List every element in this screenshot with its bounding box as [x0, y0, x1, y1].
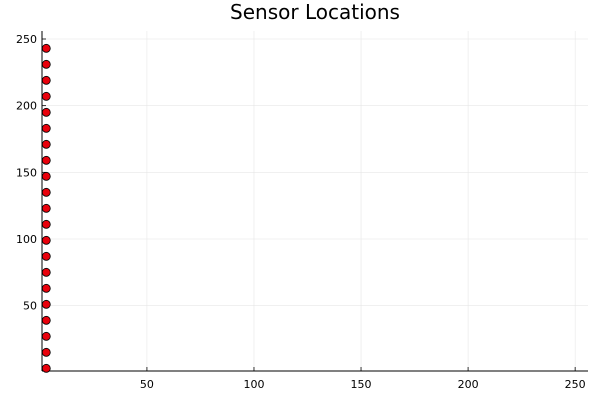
chart-title: Sensor Locations [230, 0, 400, 24]
x-tick-label-100: 100 [243, 378, 264, 391]
y-tick-label-250: 250 [16, 33, 37, 46]
data-point-0-10 [41, 203, 51, 213]
grid-lines [42, 31, 588, 371]
data-point-0-4 [41, 299, 51, 309]
data-point-0-12 [41, 171, 51, 181]
data-point-0-15 [41, 123, 51, 133]
x-tick-label-50: 50 [140, 378, 154, 391]
data-point-0-16 [41, 107, 51, 117]
x-tick-label-150: 150 [351, 378, 372, 391]
tick-labels: 50 100 150 200 250 50 100 150 200 250 [16, 33, 586, 391]
data-point-0-9 [41, 219, 51, 229]
y-tick-label-100: 100 [16, 233, 37, 246]
y-tick-label-50: 50 [23, 300, 37, 313]
data-point-0-8 [41, 235, 51, 245]
data-point-0-18 [41, 75, 51, 85]
data-point-0-19 [41, 59, 51, 69]
data-point-0-13 [41, 155, 51, 165]
axes [41, 31, 588, 372]
data-point-0-3 [41, 315, 51, 325]
data-point-0-1 [41, 347, 51, 357]
data-point-0-6 [41, 267, 51, 277]
data-point-0-14 [41, 139, 51, 149]
data-point-0-17 [41, 91, 51, 101]
data-point-0-5 [41, 283, 51, 293]
data-point-0-2 [41, 331, 51, 341]
data-point-0-20 [41, 43, 51, 53]
x-tick-label-250: 250 [565, 378, 586, 391]
x-tick-label-200: 200 [458, 378, 479, 391]
data-point-0-0 [41, 363, 51, 373]
data-point-0-7 [41, 251, 51, 261]
y-tick-label-200: 200 [16, 100, 37, 113]
y-tick-label-150: 150 [16, 166, 37, 179]
data-point-0-11 [41, 187, 51, 197]
data-points [41, 43, 51, 373]
